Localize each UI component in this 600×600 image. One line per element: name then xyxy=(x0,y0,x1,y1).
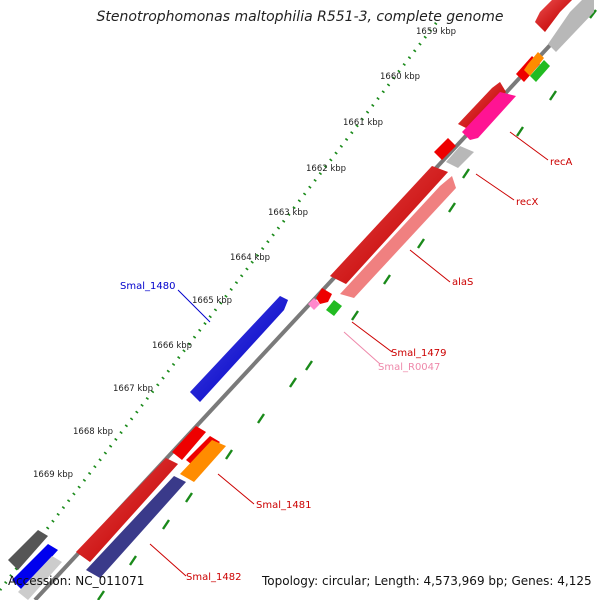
gene-label-Smal_1482[interactable]: Smal_1482 xyxy=(186,572,241,583)
gene-top-gray[interactable] xyxy=(548,0,594,52)
gene-label-Smal_1481[interactable]: Smal_1481 xyxy=(256,500,311,511)
gene-blue-bottom[interactable] xyxy=(12,544,58,590)
genome-title: Stenotrophomonas maltophilia R551-3, com… xyxy=(96,9,504,25)
gene-green-1665[interactable] xyxy=(326,300,342,316)
gene-red-1660[interactable] xyxy=(458,82,506,130)
gene-recX[interactable] xyxy=(446,146,474,168)
tick-label-1661: 1661 kbp xyxy=(343,118,383,128)
Smal_1479-connector xyxy=(351,321,393,353)
tick-marks xyxy=(97,9,597,600)
gene-label-alaS[interactable]: alaS xyxy=(452,277,473,288)
gene-Smal_R0047[interactable] xyxy=(308,298,320,310)
tick-label-1669: 1669 kbp xyxy=(33,470,73,480)
gene-orange-1659[interactable] xyxy=(524,52,544,76)
gene-alaS[interactable] xyxy=(340,176,456,298)
tick-label-1665: 1665 kbp xyxy=(192,296,232,306)
alaS-connector xyxy=(409,249,451,283)
gene-red-1668a[interactable] xyxy=(172,426,206,460)
tick-label-1667: 1667 kbp xyxy=(113,384,153,394)
gene-label-Smal_1479[interactable]: Smal_1479 xyxy=(391,348,446,359)
gene-label-Smal_R0047[interactable]: Smal_R0047 xyxy=(378,362,440,373)
tick-label-1664: 1664 kbp xyxy=(230,253,270,263)
Smal_1481-connector xyxy=(217,473,255,505)
tick-label-1663: 1663 kbp xyxy=(268,208,308,218)
Smal_R0047-connector xyxy=(343,331,381,365)
gene-green-1659[interactable] xyxy=(530,60,550,82)
genome-summary-text: Topology: circular; Length: 4,573,969 bp… xyxy=(262,574,592,588)
recA-connector xyxy=(509,131,549,161)
gene-label-recA[interactable]: recA xyxy=(550,157,573,168)
tick-label-1659: 1659 kbp xyxy=(416,27,456,37)
Smal_1480-connector xyxy=(177,289,211,323)
gene-label-recX[interactable]: recX xyxy=(516,197,539,208)
gene-lightgray-bottom[interactable] xyxy=(18,556,62,600)
gene-dark-bottom[interactable] xyxy=(8,530,48,570)
gene-red-1669[interactable] xyxy=(76,458,178,562)
gene-Smal_1482[interactable] xyxy=(86,476,186,578)
gene-red-large[interactable] xyxy=(330,166,448,284)
tick-label-1660: 1660 kbp xyxy=(380,72,420,82)
gene-Smal_1479[interactable] xyxy=(316,288,332,304)
gene-red-1661[interactable] xyxy=(434,138,456,160)
recX-connector xyxy=(475,173,515,201)
gene-recA[interactable] xyxy=(462,92,516,140)
gene-Smal_1480[interactable] xyxy=(190,296,288,402)
gene-top-red[interactable] xyxy=(535,0,572,32)
accession-text: Accession: NC_011071 xyxy=(8,574,145,588)
gene-label-Smal_1480[interactable]: Smal_1480 xyxy=(120,281,175,292)
tick-label-1668: 1668 kbp xyxy=(73,427,113,437)
Smal_1482-connector xyxy=(149,543,187,577)
tick-label-1662: 1662 kbp xyxy=(306,164,346,174)
tick-label-1666: 1666 kbp xyxy=(152,341,192,351)
gene-Smal_1481[interactable] xyxy=(180,440,226,482)
